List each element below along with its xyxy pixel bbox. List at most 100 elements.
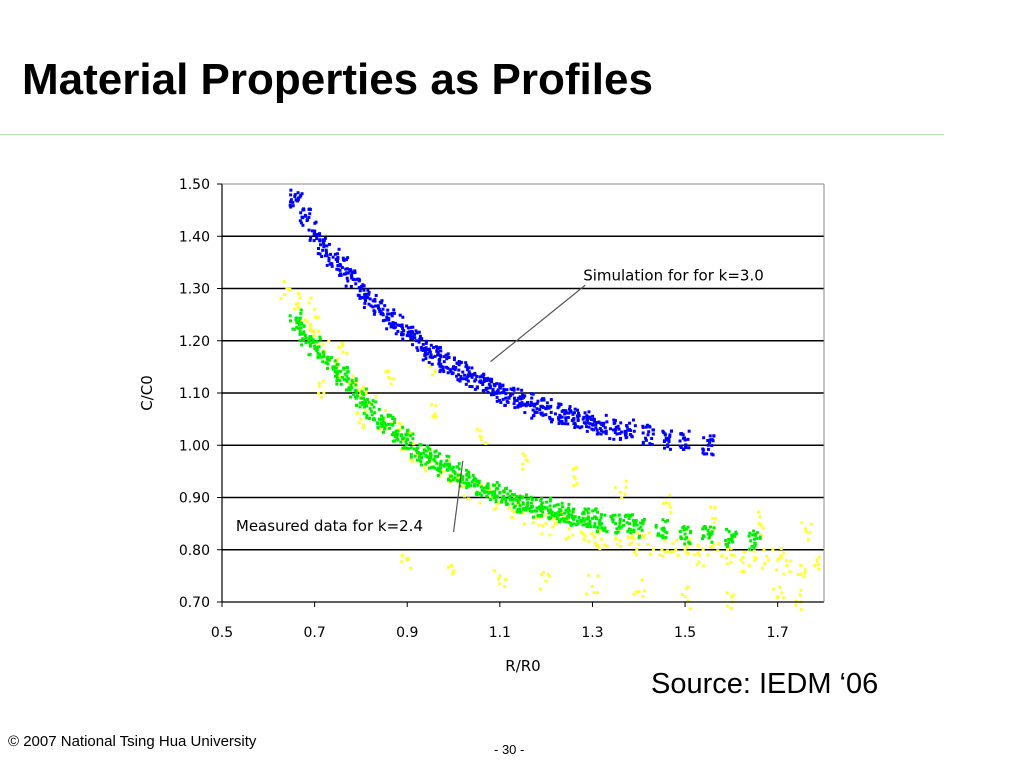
scatter-dot	[430, 403, 434, 407]
scatter-dot	[584, 517, 588, 521]
scatter-dot	[662, 431, 666, 435]
scatter-dot	[594, 423, 598, 427]
scatter-dot	[308, 322, 312, 326]
data-point	[340, 375, 344, 379]
scatter-dot	[392, 377, 396, 381]
scatter-dot	[414, 329, 418, 333]
scatter-dot	[557, 404, 561, 408]
scatter-dot	[521, 507, 525, 511]
scatter-dot	[516, 507, 520, 511]
scatter-dot	[708, 525, 712, 529]
scatter-dot	[345, 351, 349, 355]
scatter-dot	[427, 361, 431, 365]
scatter-dot	[346, 279, 350, 283]
scatter-dot	[804, 530, 808, 534]
scatter-dot	[470, 385, 474, 389]
scatter-dot	[599, 432, 603, 436]
data-point	[303, 318, 307, 322]
scatter-dot	[643, 589, 647, 593]
scatter-dot	[529, 403, 533, 407]
scatter-dot	[659, 534, 663, 538]
scatter-dot	[512, 402, 516, 406]
scatter-dot	[386, 308, 390, 312]
scatter-dot	[429, 343, 433, 347]
scatter-dot	[733, 534, 737, 538]
scatter-dot	[539, 404, 543, 408]
scatter-dot	[436, 350, 440, 354]
data-point	[470, 480, 474, 484]
scatter-dot	[299, 193, 303, 197]
scatter-dot	[587, 573, 591, 577]
scatter-dot	[374, 304, 378, 308]
scatter-dot	[520, 401, 524, 405]
scatter-dot	[353, 278, 357, 282]
scatter-dot	[363, 297, 367, 301]
scatter-dot	[422, 346, 426, 350]
data-point	[535, 407, 539, 411]
scatter-dot	[475, 386, 479, 390]
scatter-dot	[318, 353, 322, 357]
scatter-dot	[424, 346, 428, 350]
scatter-dot	[755, 531, 759, 535]
scatter-dot	[671, 550, 675, 554]
scatter-dot	[708, 440, 712, 444]
scatter-dot	[711, 439, 715, 443]
scatter-dot	[779, 546, 783, 550]
scatter-dot	[526, 400, 530, 404]
scatter-dot	[583, 411, 587, 415]
scatter-dot	[688, 537, 692, 541]
scatter-dot	[363, 401, 367, 405]
scatter-dot	[351, 381, 355, 385]
scatter-dot	[390, 314, 394, 318]
data-point	[799, 563, 803, 567]
scatter-dot	[634, 590, 638, 594]
scatter-dot	[595, 529, 599, 533]
scatter-dot	[475, 374, 479, 378]
scatter-dot	[593, 525, 597, 529]
scatter-dot	[585, 416, 589, 420]
scatter-dot	[338, 273, 342, 277]
scatter-dot	[641, 519, 645, 523]
scatter-dot	[629, 428, 633, 432]
scatter-dot	[683, 537, 687, 541]
scatter-dot	[710, 530, 714, 534]
scatter-dot	[596, 531, 600, 535]
scatter-dot	[561, 409, 565, 413]
scatter-dot	[469, 483, 473, 487]
scatter-dot	[298, 339, 302, 343]
scatter-dot	[775, 568, 779, 572]
scatter-dot	[495, 481, 499, 485]
data-point	[706, 443, 710, 447]
scatter-dot	[419, 460, 423, 464]
scatter-dot	[337, 345, 341, 349]
scatter-dot	[561, 505, 565, 509]
scatter-dot	[391, 321, 395, 325]
x-tick-label: 1.1	[489, 625, 511, 641]
scatter-dot	[447, 466, 451, 470]
scatter-dot	[573, 476, 577, 480]
scatter-dot	[315, 346, 319, 350]
scatter-dot	[411, 325, 415, 329]
scatter-dot	[772, 587, 776, 591]
scatter-dot	[712, 521, 716, 525]
scatter-dot	[302, 324, 306, 328]
scatter-dot	[455, 374, 459, 378]
scatter-dot	[641, 431, 645, 435]
scatter-dot	[335, 267, 339, 271]
scatter-dot	[308, 344, 312, 348]
scatter-dot	[404, 440, 408, 444]
scatter-dot	[327, 259, 331, 263]
scatter-dot	[495, 399, 499, 403]
scatter-dot	[318, 238, 322, 242]
scatter-dot	[529, 501, 533, 505]
scatter-dot	[316, 315, 320, 319]
scatter-dot	[371, 299, 375, 303]
scatter-dot	[527, 507, 531, 511]
scatter-dot	[360, 387, 364, 391]
scatter-dot	[760, 533, 764, 537]
data-point	[753, 558, 757, 562]
scatter-dot	[297, 327, 301, 331]
scatter-dot	[686, 525, 690, 529]
scatter-dot	[551, 525, 555, 529]
